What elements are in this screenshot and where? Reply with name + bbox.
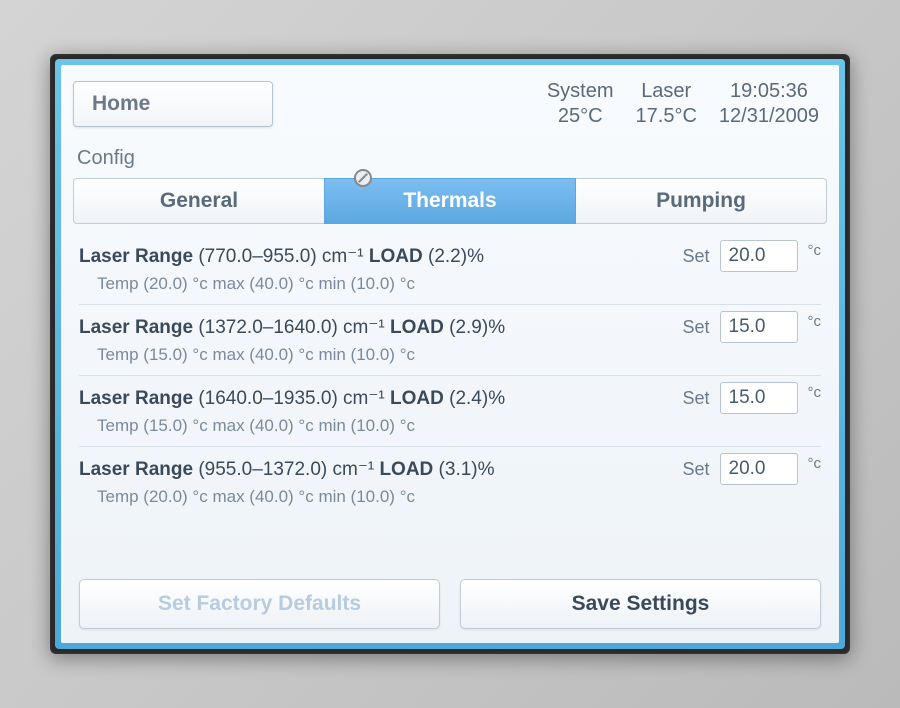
home-button[interactable]: Home [73, 81, 273, 127]
tab-general[interactable]: General [73, 178, 324, 224]
thermal-row: Laser Range (955.0–1372.0) cm⁻¹ LOAD (3.… [79, 447, 821, 517]
save-settings-button[interactable]: Save Settings [460, 579, 821, 629]
tab-bar: General Thermals Pumping [73, 178, 827, 224]
row-sub-text: Temp (20.0) °c max (40.0) °c min (10.0) … [79, 274, 821, 294]
set-temperature-input[interactable]: 20.0 [720, 240, 798, 272]
set-temperature-input[interactable]: 15.0 [720, 311, 798, 343]
unit-label: °c [808, 455, 822, 472]
set-label: Set [682, 317, 709, 338]
row-main-text: Laser Range (955.0–1372.0) cm⁻¹ LOAD (3.… [79, 458, 672, 481]
system-temp-label: System [547, 80, 614, 103]
unit-label: °c [808, 242, 822, 259]
tab-thermals-label: Thermals [403, 189, 496, 213]
status-panel: System Laser 19:05:36 25°C 17.5°C 12/31/… [547, 80, 827, 128]
top-bar: Home System Laser 19:05:36 25°C 17.5°C 1… [73, 75, 827, 133]
thermal-row: Laser Range (1372.0–1640.0) cm⁻¹ LOAD (2… [79, 305, 821, 376]
config-area: Config General Thermals Pumping Laser Ra… [73, 141, 827, 633]
set-temperature-input[interactable]: 15.0 [720, 382, 798, 414]
laser-temp-label: Laser [636, 80, 697, 103]
device-bezel: Home System Laser 19:05:36 25°C 17.5°C 1… [50, 54, 850, 654]
date-value: 12/31/2009 [719, 105, 819, 128]
row-sub-text: Temp (20.0) °c max (40.0) °c min (10.0) … [79, 487, 821, 507]
time-value: 19:05:36 [719, 80, 819, 103]
unit-label: °c [808, 384, 822, 401]
tab-thermals[interactable]: Thermals [324, 178, 576, 224]
set-label: Set [682, 388, 709, 409]
screen-border: Home System Laser 19:05:36 25°C 17.5°C 1… [55, 59, 845, 649]
row-sub-text: Temp (15.0) °c max (40.0) °c min (10.0) … [79, 416, 821, 436]
laser-temp-value: 17.5°C [636, 105, 697, 128]
system-temp-value: 25°C [547, 105, 614, 128]
row-main-text: Laser Range (1372.0–1640.0) cm⁻¹ LOAD (2… [79, 316, 672, 339]
row-sub-text: Temp (15.0) °c max (40.0) °c min (10.0) … [79, 345, 821, 365]
set-label: Set [682, 459, 709, 480]
set-label: Set [682, 246, 709, 267]
screen: Home System Laser 19:05:36 25°C 17.5°C 1… [61, 65, 839, 643]
thermal-row: Laser Range (1640.0–1935.0) cm⁻¹ LOAD (2… [79, 376, 821, 447]
config-title: Config [73, 141, 827, 178]
tab-pumping[interactable]: Pumping [576, 178, 827, 224]
set-temperature-input[interactable]: 20.0 [720, 453, 798, 485]
bottom-button-bar: Set Factory Defaults Save Settings [73, 573, 827, 633]
row-main-text: Laser Range (1640.0–1935.0) cm⁻¹ LOAD (2… [79, 387, 672, 410]
thermal-row: Laser Range (770.0–955.0) cm⁻¹ LOAD (2.2… [79, 234, 821, 305]
row-main-text: Laser Range (770.0–955.0) cm⁻¹ LOAD (2.2… [79, 245, 672, 268]
thermals-rows: Laser Range (770.0–955.0) cm⁻¹ LOAD (2.2… [73, 224, 827, 573]
unit-label: °c [808, 313, 822, 330]
set-factory-defaults-button[interactable]: Set Factory Defaults [79, 579, 440, 629]
prohibit-cursor-icon [354, 169, 372, 187]
